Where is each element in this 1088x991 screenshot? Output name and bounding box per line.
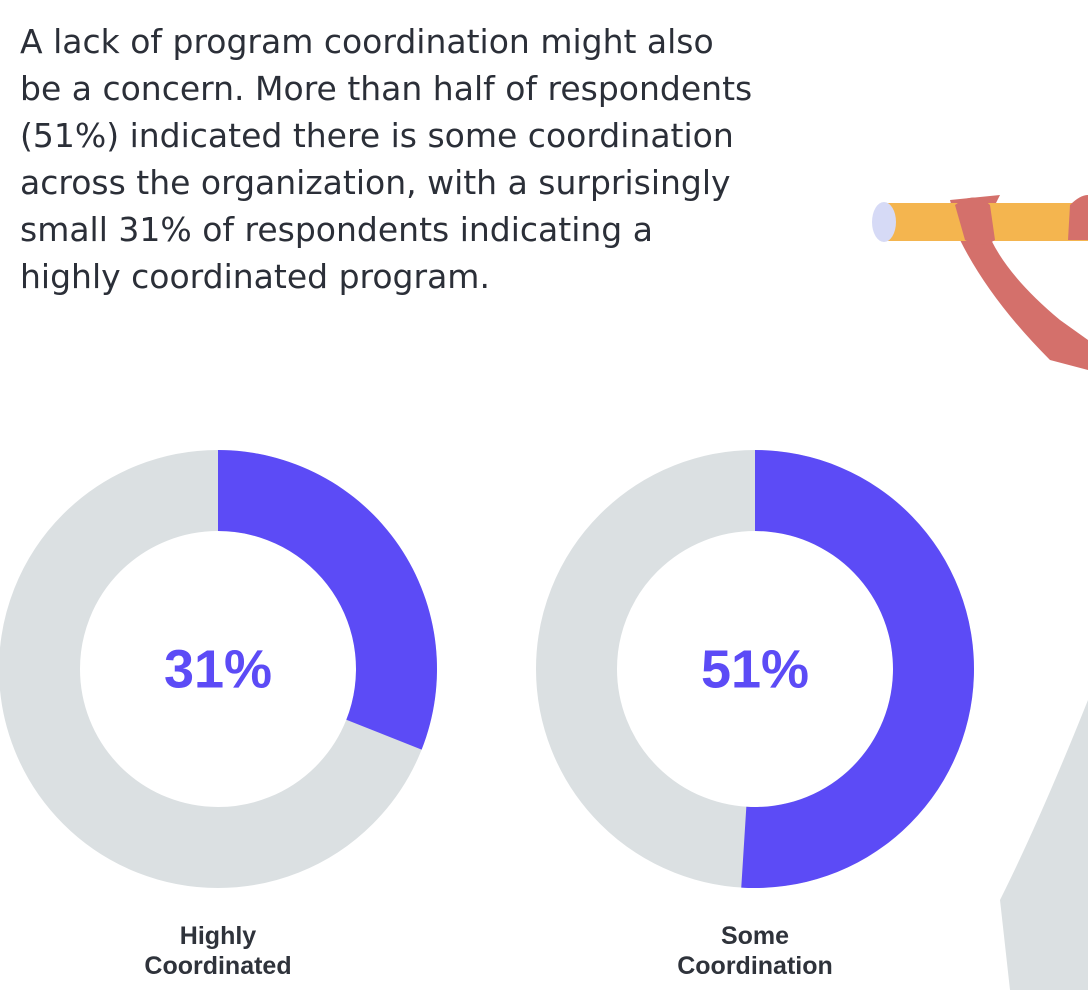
category-label: Highly Coordinated bbox=[144, 922, 292, 980]
illustration bbox=[872, 195, 1088, 990]
donut-segment bbox=[218, 450, 437, 750]
fingers bbox=[1068, 195, 1088, 240]
telescope-lens bbox=[872, 202, 896, 242]
fingers bbox=[955, 197, 995, 245]
donut-segment bbox=[741, 450, 975, 888]
paragraph: A lack of program coordination might als… bbox=[20, 22, 753, 296]
value-label: 31% bbox=[164, 639, 272, 699]
decor-shape bbox=[1000, 700, 1088, 990]
category-label: Some Coordination bbox=[677, 922, 833, 980]
value-label: 51% bbox=[701, 639, 809, 699]
